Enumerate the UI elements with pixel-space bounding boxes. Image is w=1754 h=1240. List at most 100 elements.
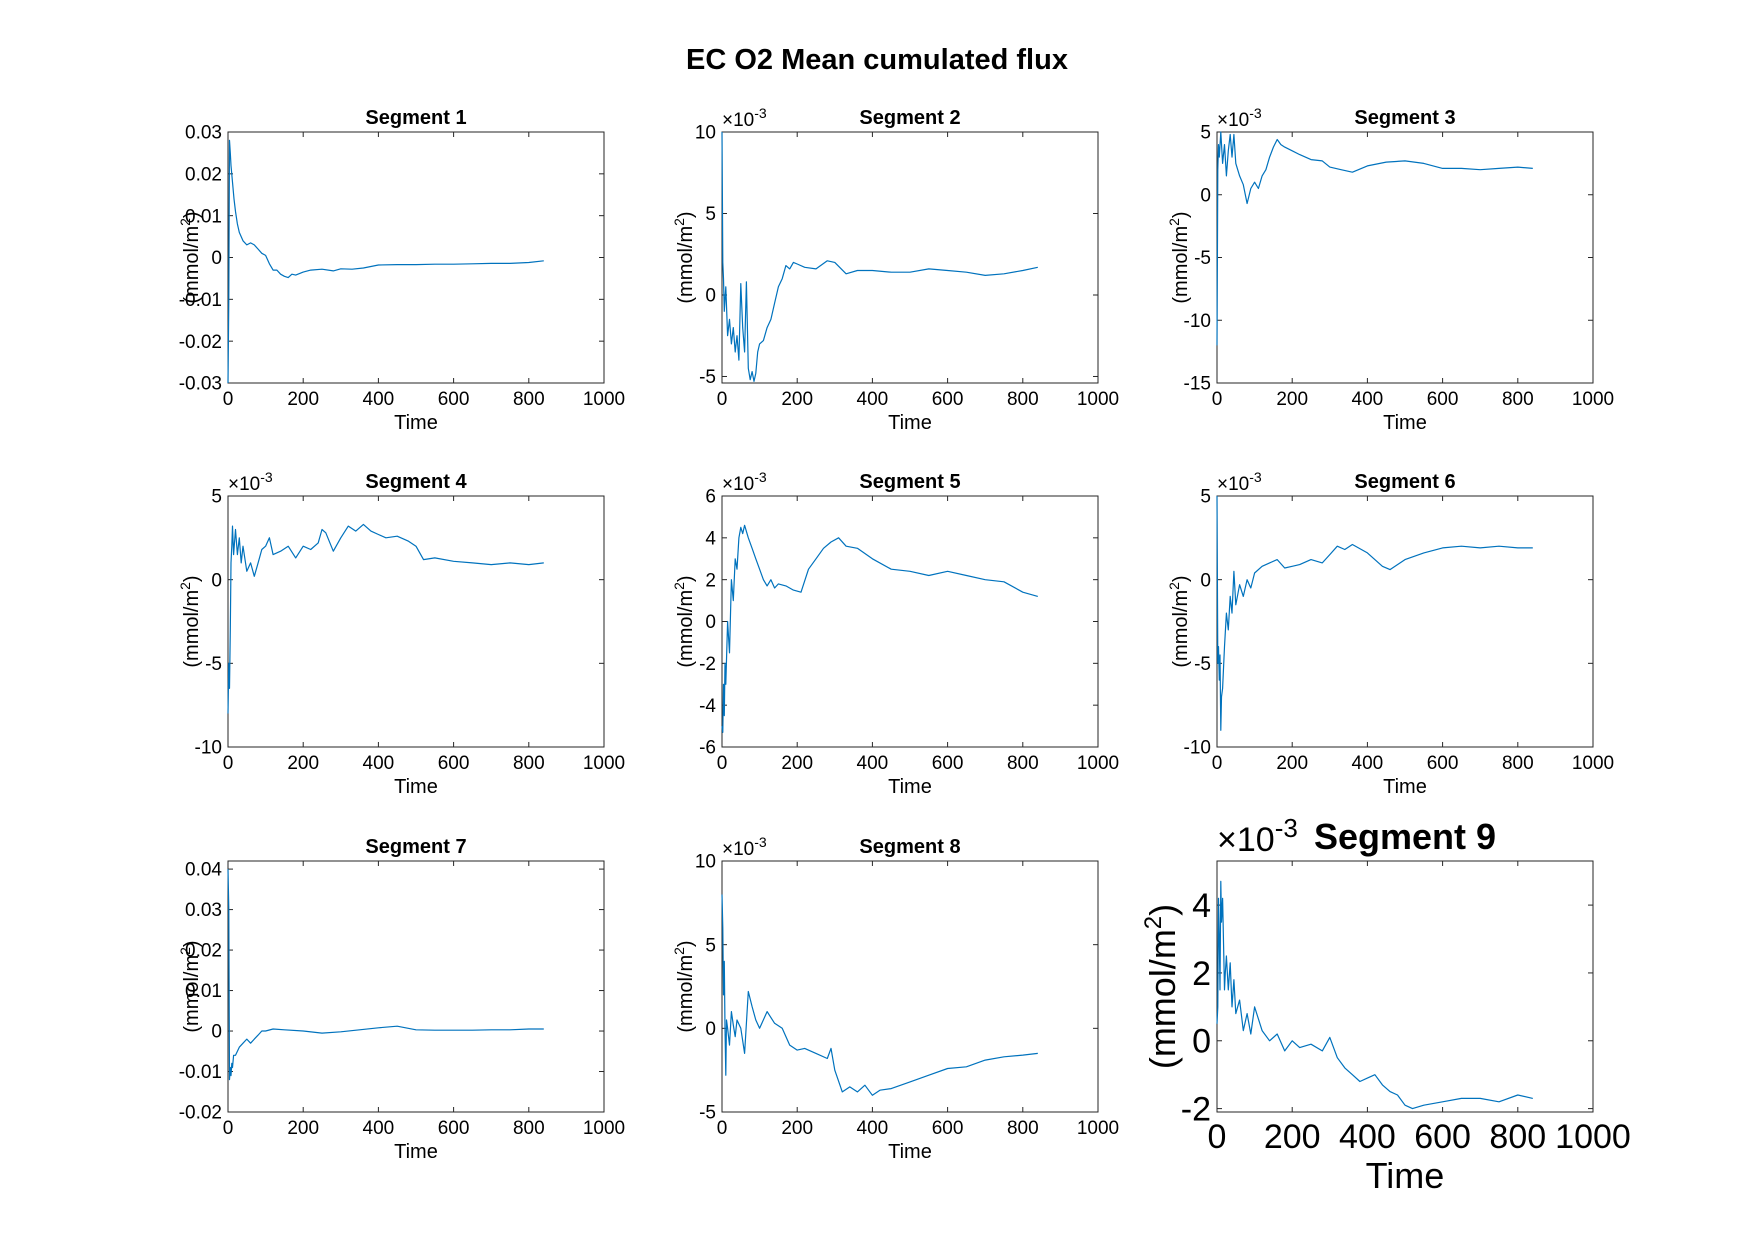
x-tick-label: 200 [287,1118,319,1139]
x-tick-label: 0 [223,753,234,774]
x-tick-label: 400 [1352,753,1384,774]
subplot-title: Segment 2 [859,107,960,129]
x-tick-label: 200 [1264,1118,1321,1156]
y-exponent-label: ×10-3 [1217,105,1262,131]
y-tick-label: 5 [211,487,222,508]
x-tick-label: 200 [1276,753,1308,774]
y-tick-label: -0.03 [179,374,222,395]
plot-area [721,131,1099,384]
y-tick-label: 2 [705,570,716,591]
y-tick-label: 10 [695,852,716,873]
y-exponent-label: ×10-3 [228,469,273,495]
x-tick-label: 600 [1427,389,1459,410]
y-tick-label: 0 [211,570,222,591]
y-exponent-label: ×10-3 [722,834,767,860]
y-exponent-label: ×10-3 [1217,813,1298,859]
x-tick-label: 0 [1208,1118,1227,1156]
y-tick-label: 0.01 [185,981,222,1002]
y-tick-label: -6 [699,738,716,759]
y-tick-label: 0 [211,1022,222,1043]
x-axis-label: Time [888,776,932,798]
y-tick-label: 6 [705,487,716,508]
plot-area [721,860,1099,1113]
y-exponent-label: ×10-3 [722,469,767,495]
y-axis-label: (mmol/m2) [671,211,697,303]
series-line [1216,131,1533,346]
x-tick-label: 1000 [1572,389,1614,410]
y-tick-label: 10 [695,123,716,144]
y-tick-label: -5 [1194,248,1211,269]
x-tick-label: 800 [1489,1118,1546,1156]
series-line [227,523,544,714]
x-tick-label: 200 [1276,389,1308,410]
x-tick-label: 800 [1502,389,1534,410]
x-tick-label: 1000 [1077,1118,1119,1139]
y-axis-label: (mmol/m2) [1140,904,1183,1069]
y-tick-label: -10 [1184,738,1211,759]
plot-area [227,131,605,384]
x-tick-label: 0 [223,1118,234,1139]
y-tick-label: 5 [705,935,716,956]
x-axis-label: Time [1383,412,1427,434]
x-tick-label: 200 [781,1118,813,1139]
x-tick-label: 800 [513,1118,545,1139]
y-tick-label: 0.01 [185,206,222,227]
x-axis-label: Time [888,1141,932,1163]
x-tick-label: 800 [1007,753,1039,774]
x-tick-label: 1000 [1555,1118,1631,1156]
y-exponent-label: ×10-3 [722,105,767,131]
y-tick-label: -2 [699,654,716,675]
y-tick-label: 0.03 [185,900,222,921]
y-tick-label: -5 [699,1103,716,1124]
y-tick-label: 0 [1200,185,1211,206]
subplot-4: 0 200 400 600 800 1000 -10 -5 0 5 ×10-3 Segment 4 Ti… [177,469,625,798]
x-tick-label: 400 [1352,389,1384,410]
subplot-title: Segment 7 [365,836,466,858]
y-axis-label: (mmol/m2) [177,940,203,1032]
x-tick-label: 200 [287,753,319,774]
x-tick-label: 600 [438,753,470,774]
y-tick-label: 0 [705,286,716,307]
x-tick-label: 0 [1212,389,1223,410]
subplot-title: Segment 1 [365,107,466,129]
subplot-title: Segment 4 [365,471,467,493]
x-tick-label: 800 [513,389,545,410]
y-axis-label: (mmol/m2) [1166,211,1192,303]
x-tick-label: 0 [717,1118,728,1139]
series-line [227,869,544,1081]
x-tick-label: 400 [857,389,889,410]
y-tick-label: 0 [211,248,222,269]
x-tick-label: 0 [223,389,234,410]
x-tick-label: 400 [857,1118,889,1139]
y-axis-label: (mmol/m2) [671,575,697,667]
x-tick-label: 400 [363,753,395,774]
x-tick-label: 1000 [1077,389,1119,410]
x-tick-label: 400 [363,389,395,410]
x-tick-label: 400 [363,1118,395,1139]
subplot-title: Segment 8 [859,836,960,858]
plot-area [1216,860,1594,1113]
y-tick-label: -0.02 [179,1103,222,1124]
x-tick-label: 600 [932,753,964,774]
series-line [1216,880,1533,1110]
series-line [1216,495,1533,731]
y-tick-label: -0.01 [179,1062,222,1083]
x-axis-label: Time [1366,1155,1445,1196]
x-tick-label: 600 [438,1118,470,1139]
y-tick-label: 0.02 [185,941,222,962]
x-tick-label: 1000 [583,1118,625,1139]
x-tick-label: 0 [1212,753,1223,774]
y-axis-label: (mmol/m2) [671,940,697,1032]
y-tick-label: -5 [1194,654,1211,675]
y-tick-label: 2 [1192,955,1211,993]
subplot-title: Segment 5 [859,471,960,493]
x-tick-label: 1000 [583,389,625,410]
x-tick-label: 1000 [1077,753,1119,774]
series-line [721,131,1038,382]
subplot-title: Segment 3 [1354,107,1455,129]
subplot-1: 0 200 400 600 800 1000 -0.03 -0.02 -0.01 0 0.01 0.0… [177,107,625,434]
series-line [227,139,544,384]
subplot-7: 0 200 400 600 800 1000 -0.02 -0.01 0 0.01 0.02 0.03… [177,836,625,1163]
